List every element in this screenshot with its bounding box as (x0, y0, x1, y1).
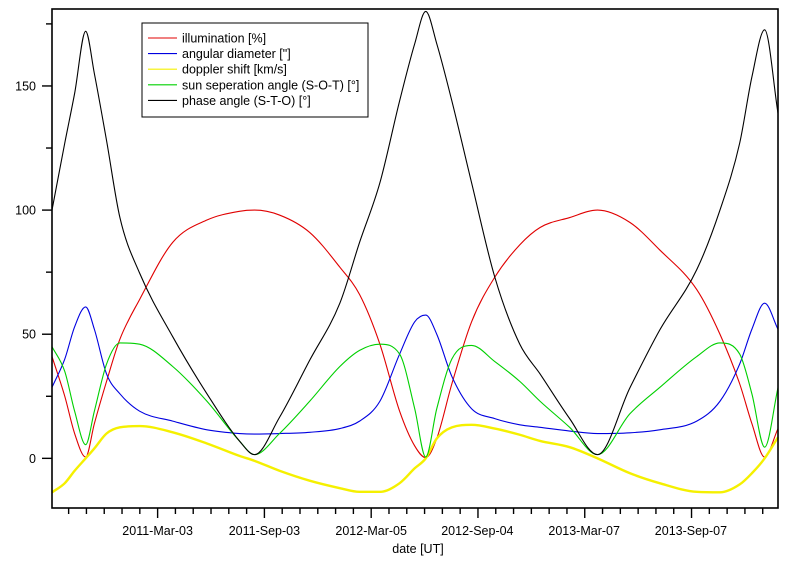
x-axis-label: date [UT] (392, 542, 443, 556)
x-axis: 2011-Mar-03 2011-Sep-03 2012-Mar-05 2012-Se… (67, 508, 764, 538)
legend-entry: angular diameter ["] (148, 47, 291, 61)
x-tick-label: 2011-Mar-03 (122, 524, 193, 538)
plot-frame (51, 8, 779, 509)
legend-label: phase angle (S-T-O) [°] (182, 94, 311, 108)
series-line-phase-angle (51, 10, 779, 456)
legend-box (141, 22, 369, 118)
x-tick-label: 2011-Sep-03 (229, 524, 300, 538)
legend-label: sun seperation angle (S-O-T) [°] (182, 78, 359, 92)
legend-label: doppler shift [km/s] (182, 63, 287, 77)
series-line-doppler-shift (51, 423, 780, 494)
x-tick-label: 2013-Mar-07 (548, 524, 620, 538)
x-tick-label: 2012-Mar-05 (335, 524, 407, 538)
legend-entry: illumination [%] (148, 32, 266, 46)
legend-entry: phase angle (S-T-O) [°] (148, 94, 311, 108)
y-tick-label: 0 (29, 452, 36, 466)
legend-label: angular diameter ["] (182, 47, 291, 61)
y-tick-label: 100 (15, 204, 36, 218)
series-layer (51, 10, 780, 494)
series-line-angular-diameter (51, 302, 779, 435)
x-tick-label: 2012-Sep-04 (441, 524, 513, 538)
legend-entry: sun seperation angle (S-O-T) [°] (148, 78, 359, 92)
series-line-illumination (51, 209, 779, 459)
x-tick-label: 2013-Sep-07 (655, 524, 727, 538)
y-axis: 0 50 100 150 (15, 23, 52, 466)
legend: illumination [%]angular diameter ["] dopp… (141, 22, 369, 118)
legend-entry: doppler shift [km/s] (148, 63, 287, 77)
legend-label: illumination [%] (182, 32, 266, 46)
y-tick-label: 150 (15, 79, 36, 93)
y-tick-label: 50 (22, 328, 36, 342)
series-line-sun-separation-angle (51, 342, 779, 458)
